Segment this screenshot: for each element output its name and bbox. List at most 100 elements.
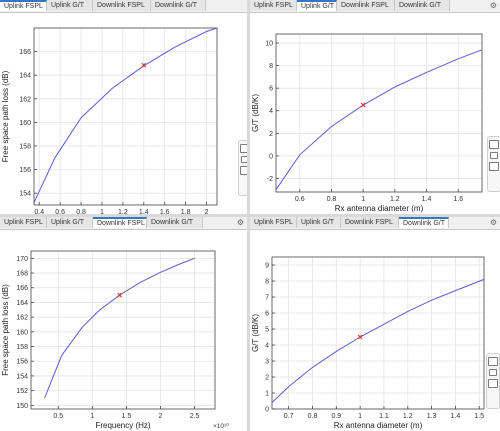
tab-uplink-gt[interactable]: Uplink G/T [297,0,337,11]
y-tick-label: 1 [265,391,269,398]
x-tick-label: 1 [361,196,365,203]
y-tick-label: 150 [16,403,28,410]
x-tick-label: 1.6 [160,209,170,214]
x-tick-label: 1 [358,413,362,420]
tab-uplink-gt[interactable]: Uplink G/T [47,0,93,11]
y-axis-label: Free space path loss (dB) [1,284,10,376]
x-tick-label: 1.2 [390,196,400,203]
restore-view-icon[interactable] [489,162,499,171]
y-axis-label: G/T (dB/K) [251,314,260,352]
x-tick-label: 0.5 [53,413,63,420]
x-tick-label: 0.6 [55,209,65,214]
data-marker-dot [361,103,365,107]
restore-view-icon[interactable] [488,379,498,388]
tab-uplink-fspl[interactable]: Uplink FSPL [250,0,297,11]
tab-bar: Uplink FSPL Uplink G/T Downlink FSPL Dow… [250,217,500,230]
y-tick-label: 168 [16,271,28,278]
export-icon[interactable] [488,357,498,366]
y-axis-label: Free space path loss (dB) [1,70,10,162]
tab-downlink-gt[interactable]: Downlink G/T [395,0,450,11]
x-tick-label: 0.9 [331,413,341,420]
y-tick-label: 162 [19,96,31,103]
y-tick-label: 156 [16,359,28,366]
tab-downlink-gt[interactable]: Downlink G/T [151,0,206,11]
y-tick-label: 160 [19,120,31,127]
x-tick-label: 0.6 [295,196,305,203]
y-tick-label: -2 [267,176,273,183]
export-icon[interactable] [240,144,247,153]
chart-uplink-fspl: 0.4 0.6 0.8 1 1.2 1.4 1.6 1.8 2 154 156 158 160 162 16… [1,27,218,214]
panel-bottom-right: Uplink FSPL Uplink G/T Downlink FSPL Dow… [250,217,500,431]
x-tick-label: 0.8 [76,209,86,214]
tab-downlink-gt[interactable]: Downlink G/T [399,217,449,228]
y-tick-label: 152 [16,388,28,395]
panel-top-right: Uplink FSPL Uplink G/T Downlink FSPL Dow… [250,0,500,214]
y-tick-label: 162 [16,315,28,322]
y-tick-label: 4 [269,108,273,115]
axes-toolbar [486,353,500,409]
panel-top-left: Uplink FSPL Uplink G/T Downlink FSPL Dow… [0,0,247,214]
tab-uplink-fspl[interactable]: Uplink FSPL [0,0,47,11]
y-tick-label: 9 [265,263,269,270]
y-tick-label: 154 [19,191,31,198]
data-tips-icon[interactable] [241,156,247,163]
x-tick-label: 0.8 [308,413,318,420]
x-tick-label: 1.4 [422,196,432,203]
x-tick-label: 1.6 [453,196,463,203]
y-tick-label: 156 [19,167,31,174]
x-tick-label: 1.1 [379,413,389,420]
export-icon[interactable] [489,140,499,149]
y-tick-label: 2 [265,375,269,382]
y-tick-label: 8 [265,279,269,286]
data-tips-icon[interactable] [490,152,498,159]
x-tick-label: 1.2 [118,209,128,214]
gear-icon[interactable]: ⚙ [489,218,497,227]
tab-uplink-gt[interactable]: Uplink G/T [297,217,341,228]
panel-bottom-left: Uplink FSPL Uplink G/T Downlink FSPL Dow… [0,217,247,431]
x-exponent-label: ×10¹⁰ [213,422,229,430]
x-tick-label: 2 [159,413,163,420]
plot-area [30,250,216,410]
y-tick-label: 164 [19,73,31,80]
tab-uplink-gt[interactable]: Uplink G/T [47,217,93,228]
plot-area [33,27,218,206]
series-line [44,257,195,399]
horizontal-splitter[interactable] [0,214,500,217]
series-line [271,278,485,403]
tab-bar: Uplink FSPL Uplink G/T Downlink FSPL Dow… [0,0,247,13]
y-tick-label: 7 [265,295,269,302]
restore-view-icon[interactable] [240,166,247,175]
tab-uplink-fspl[interactable]: Uplink FSPL [250,217,297,228]
y-tick-label: 170 [16,256,28,263]
y-tick-label: 3 [265,359,269,366]
x-axis-label: Rx antenna diameter (m) [335,204,424,213]
x-tick-label: 1 [100,209,104,214]
tab-downlink-fspl[interactable]: Downlink FSPL [93,217,147,228]
plot-area [275,33,483,193]
x-tick-label: 0.8 [327,196,337,203]
data-marker-dot [358,335,362,339]
x-axis-label: Rx antenna diameter (m) [334,421,423,430]
y-tick-label: 158 [19,144,31,151]
data-marker-dot [142,63,145,67]
x-tick-label: 1.8 [181,209,191,214]
tab-uplink-fspl[interactable]: Uplink FSPL [0,217,47,228]
gear-icon[interactable]: ⚙ [236,218,244,227]
gear-icon[interactable]: ⚙ [489,1,497,10]
chart-uplink-gt: 0.6 0.8 1 1.2 1.4 1.6 -2 0 2 4 6 8 10 Rx antenna diam… [251,33,483,213]
tab-bar: Uplink FSPL Uplink G/T Downlink FSPL Dow… [0,217,247,230]
data-tips-icon[interactable] [489,369,497,376]
plot-area [271,256,485,410]
tab-downlink-fspl[interactable]: Downlink FSPL [337,0,395,11]
tab-downlink-fspl[interactable]: Downlink FSPL [93,0,151,11]
tab-downlink-gt[interactable]: Downlink G/T [147,217,203,228]
tab-downlink-fspl[interactable]: Downlink FSPL [341,217,399,228]
x-tick-label: 1.2 [403,413,413,420]
y-tick-label: 6 [265,311,269,318]
chart-downlink-fspl: 0.5 1 1.5 2 2.5 150 152 154 156 158 160 162 164 166 16… [1,250,229,430]
y-tick-label: 166 [16,285,28,292]
y-tick-label: 164 [16,300,28,307]
x-tick-label: 2.5 [190,413,200,420]
series-line [275,49,483,190]
y-tick-label: 5 [265,327,269,334]
